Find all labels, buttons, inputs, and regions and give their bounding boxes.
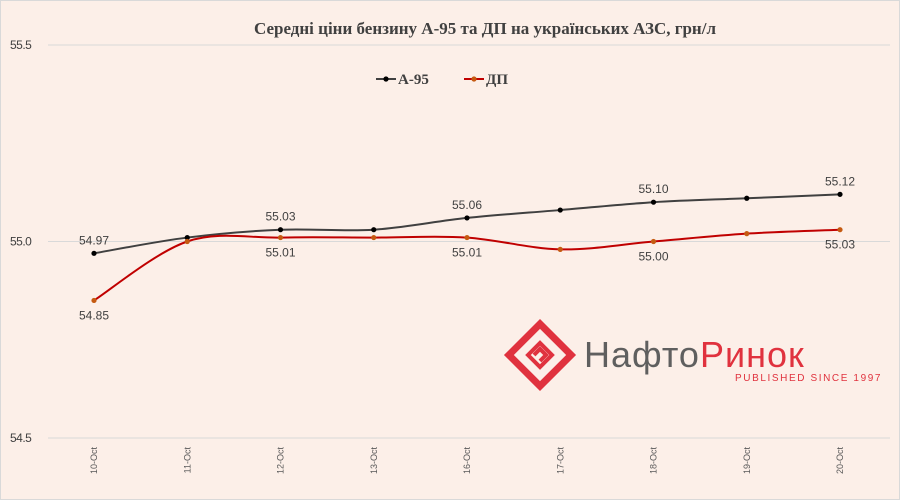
x-tick-label: 11-Oct bbox=[182, 447, 192, 474]
x-tick-label: 20-Oct bbox=[835, 447, 845, 475]
y-tick-label: 54.5 bbox=[10, 431, 32, 445]
series-group: 54.97 55.03 55.06 55.10 55.12 54.85 55.01 55.01… bbox=[79, 174, 855, 322]
data-point bbox=[557, 246, 563, 252]
data-point bbox=[837, 227, 843, 233]
data-point bbox=[744, 195, 750, 201]
x-axis-ticks: 10-Oct 11-Oct 12-Oct 13-Oct 16-Oct 17-Oct 18-O… bbox=[89, 447, 845, 475]
naftorynok-logo: НафтоРинок PUBLISHED SINCE 1997 bbox=[503, 318, 882, 392]
data-label: 55.03 bbox=[825, 238, 855, 252]
x-tick-label: 18-Oct bbox=[649, 447, 659, 475]
series-dp: 54.85 55.01 55.01 55.00 55.03 bbox=[79, 227, 855, 322]
data-point bbox=[277, 234, 284, 241]
legend: А-95 ДП bbox=[376, 72, 508, 88]
svg-text:НафтоРинок: НафтоРинок bbox=[584, 334, 805, 375]
legend-label: ДП bbox=[486, 72, 508, 88]
data-point bbox=[650, 199, 657, 205]
legend-marker bbox=[383, 76, 389, 82]
data-point bbox=[371, 227, 377, 233]
data-point bbox=[464, 215, 470, 221]
series-a95: 54.97 55.03 55.06 55.10 55.12 bbox=[79, 174, 855, 256]
y-tick-label: 55.5 bbox=[10, 38, 32, 52]
data-label: 55.03 bbox=[265, 210, 295, 224]
data-label: 55.06 bbox=[452, 198, 482, 212]
data-label: 55.00 bbox=[638, 250, 668, 264]
x-tick-label: 12-Oct bbox=[276, 447, 286, 475]
x-tick-label: 19-Oct bbox=[742, 447, 752, 475]
logo-name-part2: Ринок bbox=[700, 334, 805, 375]
data-point bbox=[277, 227, 284, 233]
legend-marker bbox=[471, 76, 477, 82]
data-label: 55.10 bbox=[638, 182, 668, 196]
data-point bbox=[837, 191, 843, 197]
data-label: 55.01 bbox=[452, 246, 482, 260]
data-label: 55.01 bbox=[265, 246, 295, 260]
x-tick-label: 16-Oct bbox=[462, 447, 472, 475]
series-line bbox=[93, 228, 841, 302]
logo-name-part1: Нафто bbox=[584, 334, 700, 375]
data-point bbox=[744, 231, 750, 237]
logo-tagline: PUBLISHED SINCE 1997 bbox=[735, 373, 882, 384]
data-label: 54.97 bbox=[79, 233, 109, 247]
data-label: 55.12 bbox=[825, 174, 855, 188]
data-point bbox=[371, 234, 377, 241]
data-point bbox=[464, 234, 470, 241]
x-tick-label: 13-Oct bbox=[369, 447, 379, 475]
chart-title: Середні ціни бензину А-95 та ДП на украї… bbox=[254, 19, 716, 38]
legend-label: А-95 bbox=[398, 72, 429, 88]
y-axis-ticks: 54.5 55.0 55.5 bbox=[10, 38, 33, 445]
data-point bbox=[650, 238, 657, 245]
data-point bbox=[557, 207, 563, 213]
data-point bbox=[91, 297, 97, 304]
data-label: 54.85 bbox=[79, 308, 109, 322]
x-tick-label: 17-Oct bbox=[555, 447, 565, 475]
logo-mark-icon bbox=[503, 318, 577, 392]
x-tick-label: 10-Oct bbox=[89, 447, 99, 475]
data-point bbox=[184, 238, 190, 245]
data-point bbox=[91, 250, 97, 256]
y-tick-label: 55.0 bbox=[10, 235, 32, 249]
data-point bbox=[184, 234, 190, 241]
